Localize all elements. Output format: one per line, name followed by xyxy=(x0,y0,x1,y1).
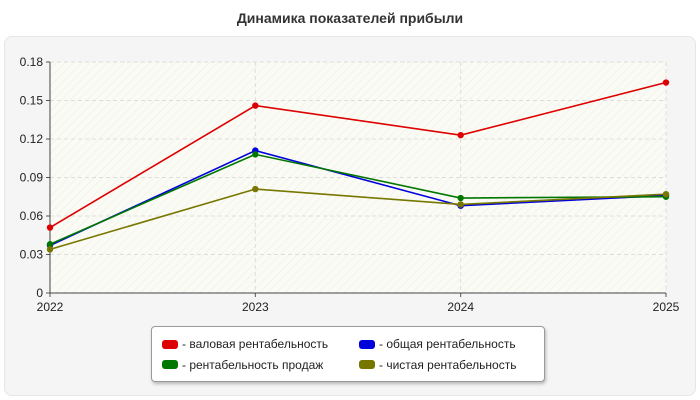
x-tick-label: 2022 xyxy=(37,300,64,314)
series-point xyxy=(457,194,464,202)
series-point xyxy=(457,201,464,208)
series-point xyxy=(457,131,464,139)
legend-swatch xyxy=(359,360,375,369)
series-point xyxy=(46,246,54,253)
legend-swatch xyxy=(162,360,178,369)
series-point xyxy=(252,185,259,193)
y-tick-label: 0.03 xyxy=(20,248,44,262)
x-tick-label: 2024 xyxy=(447,300,474,314)
legend-swatch xyxy=(162,339,178,349)
legend-item: - рентабельность продаж xyxy=(162,355,359,375)
x-tick-label: 2025 xyxy=(653,300,680,314)
y-tick-label: 0.06 xyxy=(20,209,44,223)
series-line-3 xyxy=(49,188,667,251)
legend-item: - валовая рентабельность xyxy=(162,334,359,354)
series-point xyxy=(46,241,54,248)
series-point xyxy=(252,151,259,158)
legend-item: - общая рентабельность xyxy=(359,334,556,354)
series-point xyxy=(46,224,54,231)
y-tick-label: 0.18 xyxy=(20,55,44,69)
legend-label: - рентабельность продаж xyxy=(182,357,324,372)
series-point xyxy=(252,102,259,109)
legend-label: - валовая рентабельность xyxy=(182,337,329,351)
x-tick-label: 2023 xyxy=(242,300,269,314)
series-point xyxy=(662,190,670,198)
series-line-1 xyxy=(49,149,667,247)
y-tick-label: 0.12 xyxy=(20,132,44,146)
series-line-0 xyxy=(49,81,667,229)
series-line-2 xyxy=(49,153,667,245)
chart-title: Динамика показателей прибыли xyxy=(236,10,464,26)
y-tick-label: 0.09 xyxy=(20,171,44,185)
legend-item: - чистая рентабельность xyxy=(359,355,556,375)
y-tick-label: 0 xyxy=(36,286,43,300)
legend-label: - общая рентабельность xyxy=(379,337,516,351)
y-tick-label: 0.15 xyxy=(20,94,44,108)
series-point xyxy=(662,79,670,86)
legend-swatch xyxy=(359,339,375,349)
legend-label: - чистая рентабельность xyxy=(379,357,517,372)
legend: - валовая рентабельность - общая рентабе… xyxy=(151,326,545,382)
